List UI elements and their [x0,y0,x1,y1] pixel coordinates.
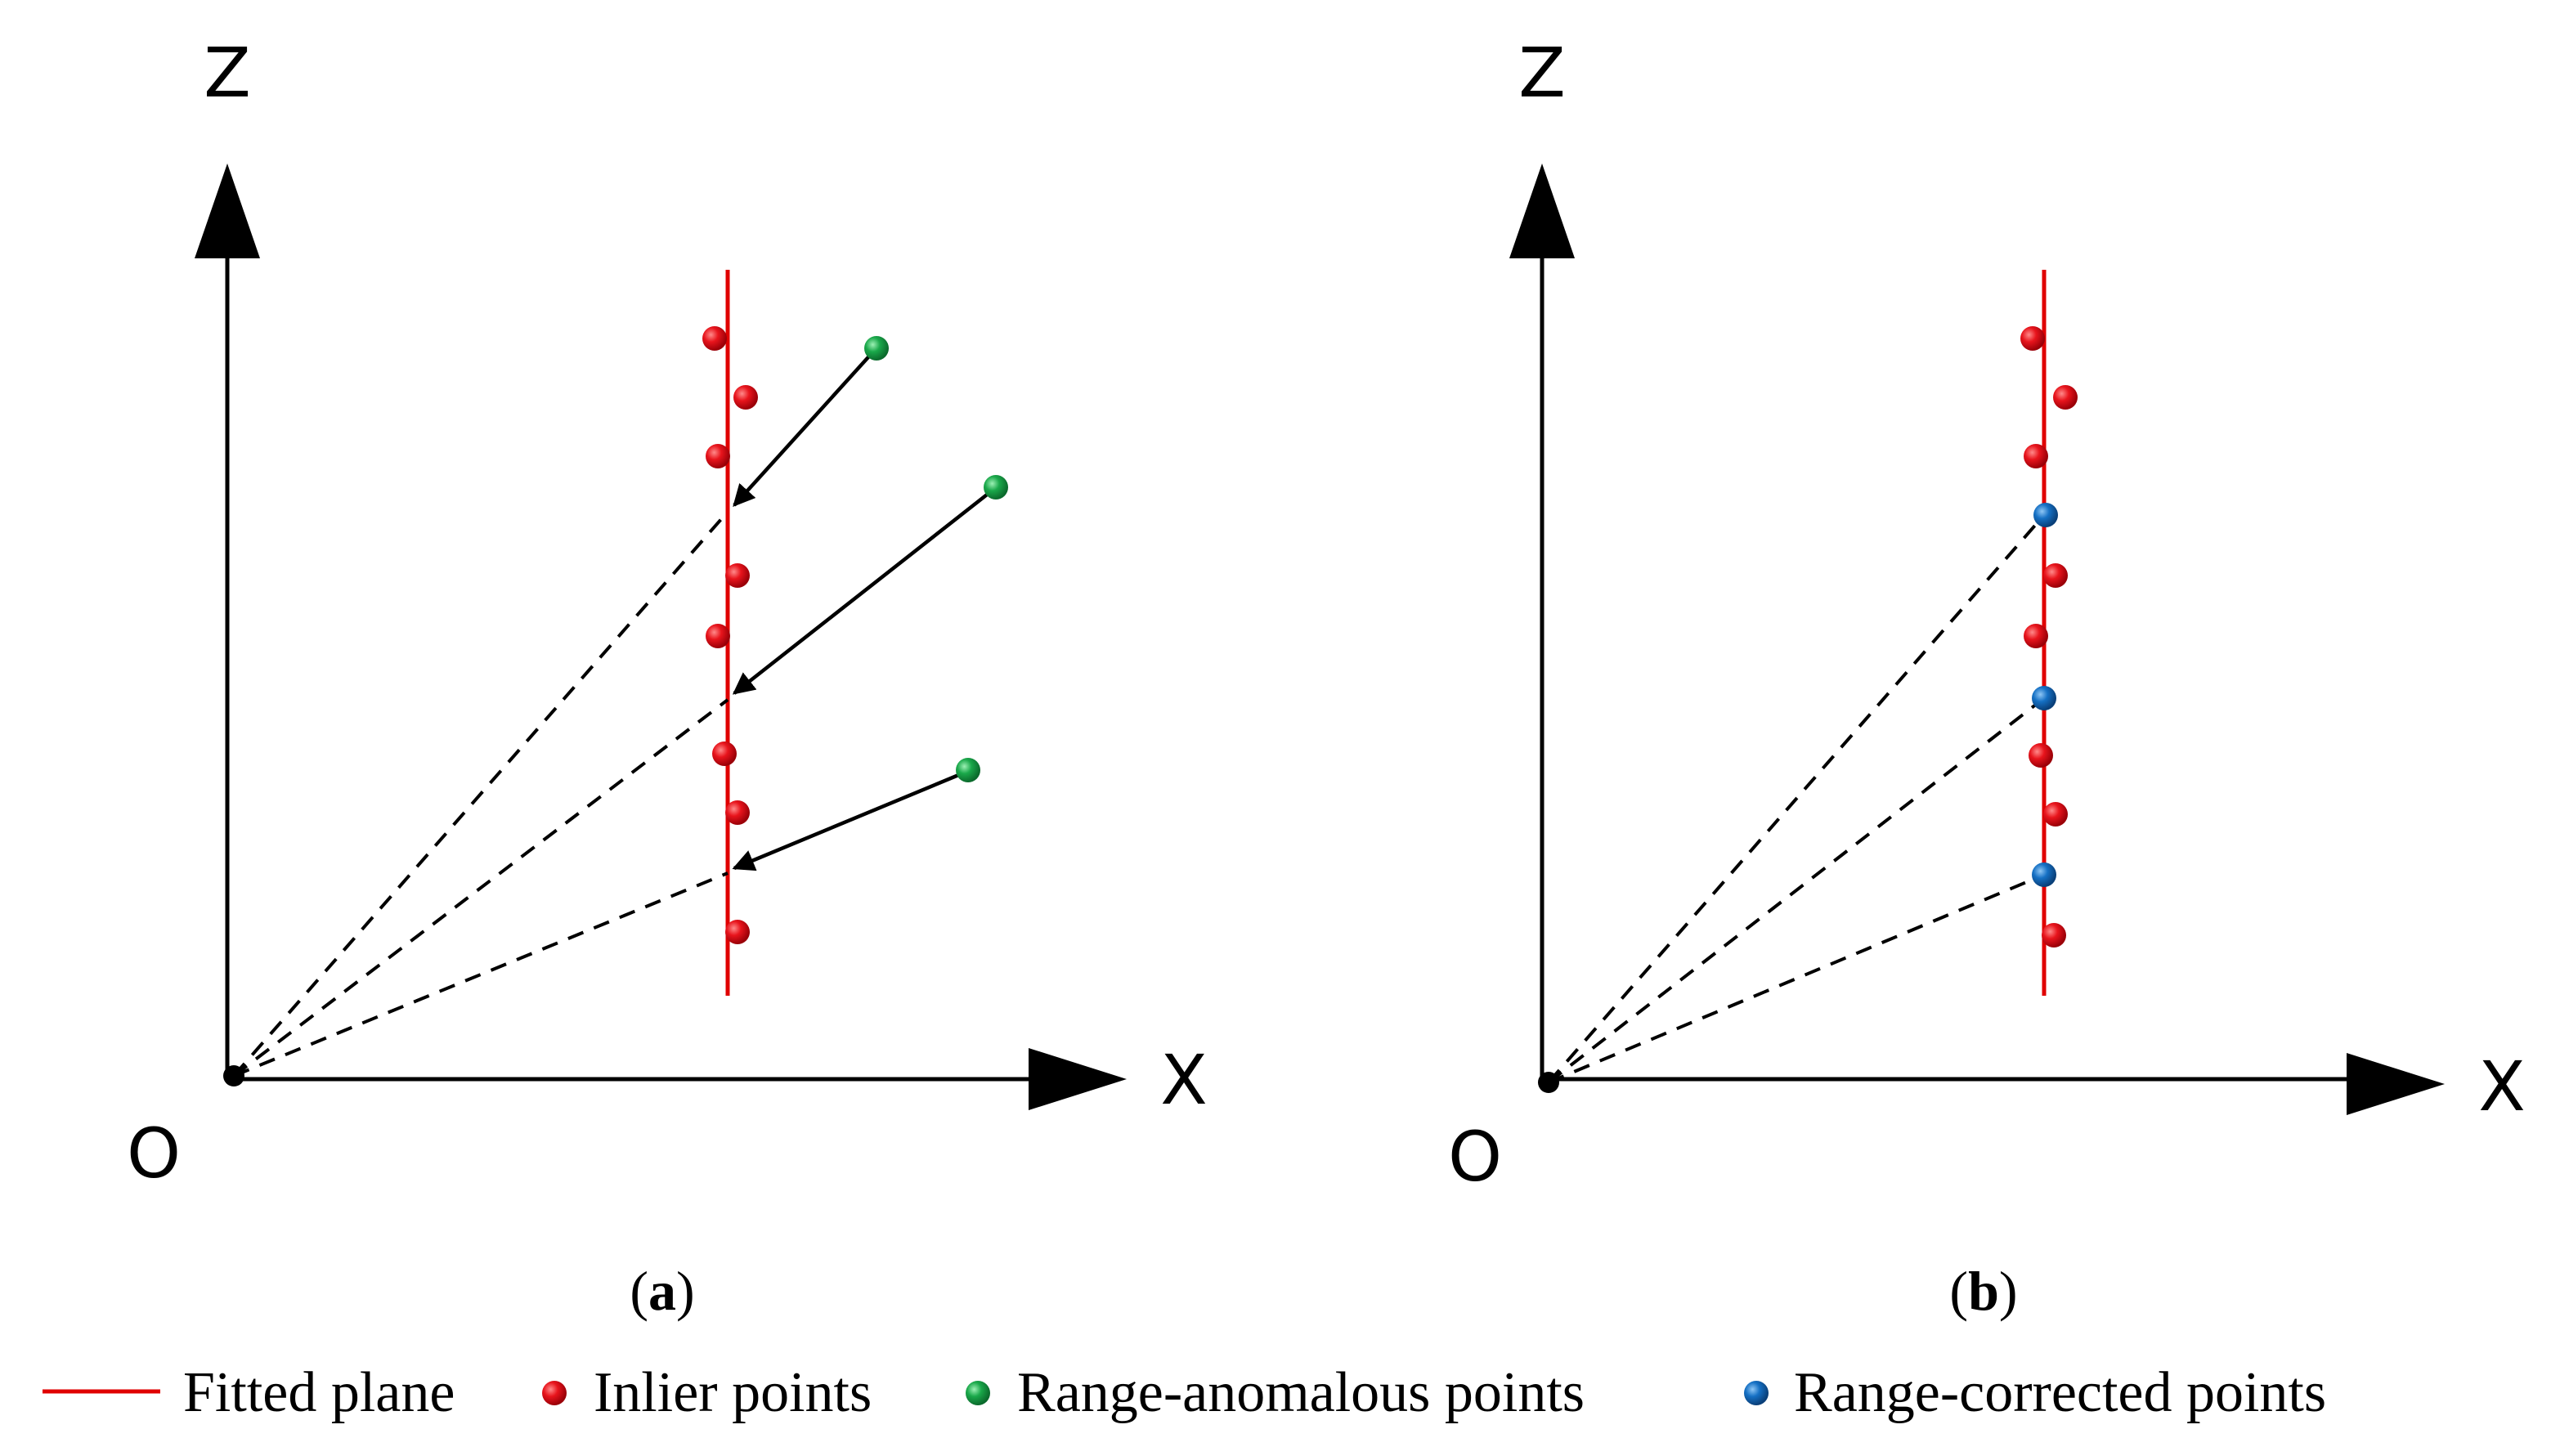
panel-b-ray-1 [1547,513,2046,1084]
panel-b-ray-2 [1547,697,2046,1084]
panel-a-inlier-point [725,920,750,944]
panel-a-anomalous-point [984,475,1008,500]
panel-b-ray-3 [1548,873,2045,1084]
panel-a-correction-arrow-2 [732,487,996,695]
panel-b-inlier-point [2042,923,2066,948]
legend-inlier-label: Inlier points [594,1361,872,1424]
legend-anomalous-swatch [966,1381,990,1405]
panel-a-z-label: Z [204,33,251,113]
panel-b-origin-label: O [1448,1117,1502,1197]
panel-a-ray-2 [232,698,729,1077]
panel-a-ray-3 [233,871,729,1077]
panel-a-origin-label: O [127,1113,181,1194]
panel-a-origin-point [223,1065,244,1086]
panel-a-anomalous-point [956,758,980,782]
panel-a-inlier-point [706,624,730,648]
legend-plane-label: Fitted plane [183,1361,455,1424]
panel-b-x-arrowhead-icon [2347,1053,2445,1115]
panel-b-x-label: X [2478,1046,2526,1127]
legend-inlier-swatch [542,1381,567,1405]
panel-a-inlier-point [712,741,737,766]
panel-a-anomalous-point [864,336,889,361]
panel-a-correction-arrow-1 [733,348,876,508]
panel-a: Z X O (a) [127,33,1208,1322]
panel-a-z-arrowhead-icon [195,164,260,258]
panel-b-origin-point [1538,1072,1559,1093]
panel-b-corrected-point [2032,686,2056,710]
panel-a-inlier-point [702,326,727,351]
panel-b-inlier-point [2024,444,2048,468]
panel-a-x-arrowhead-icon [1029,1048,1127,1110]
panel-b: Z X O (b) [1448,33,2526,1322]
panel-b-inlier-point [2043,563,2068,588]
legend-anomalous-label: Range-anomalous points [1017,1361,1585,1424]
panel-a-inlier-point [725,800,750,825]
panel-a-inlier-point [725,563,750,588]
panel-b-z-arrowhead-icon [1509,164,1575,258]
panel-a-inlier-point [733,385,758,410]
panel-b-inlier-point [2024,624,2048,648]
legend-corrected-swatch [1744,1381,1769,1405]
panel-b-inlier-point [2020,326,2045,351]
panel-b-corrected-point [2033,503,2058,527]
legend-corrected-label: Range-corrected points [1794,1361,2326,1424]
panel-a-inlier-point [706,444,730,468]
panel-b-inlier-point [2043,802,2068,827]
panel-a-correction-arrow-3 [732,769,967,871]
panel-b-caption: (b) [1949,1260,2017,1322]
panel-a-caption: (a) [630,1260,694,1322]
panel-b-z-label: Z [1518,33,1566,113]
panel-b-inlier-point [2053,385,2078,410]
panel-a-ray-1 [232,510,729,1077]
panel-b-corrected-point [2032,862,2056,887]
panel-b-inlier-point [2029,743,2053,768]
panel-a-x-label: X [1160,1040,1208,1120]
legend: Fitted plane Inlier points Range-anomalo… [43,1361,2326,1424]
